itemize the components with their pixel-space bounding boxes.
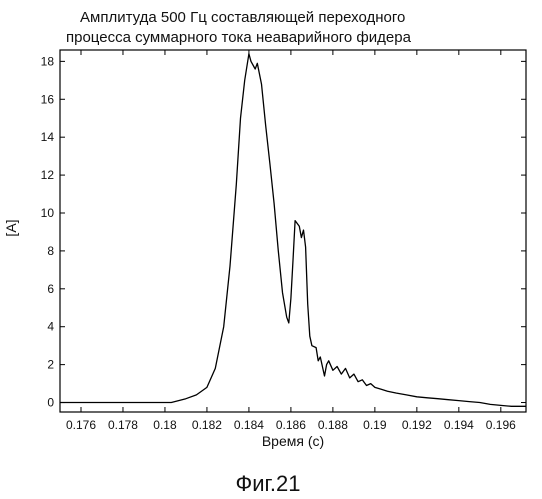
x-tick-label: 0.188: [318, 418, 348, 432]
x-tick-label: 0.196: [486, 418, 516, 432]
x-tick-label: 0.178: [108, 418, 138, 432]
y-tick-label: 0: [47, 396, 54, 410]
y-axis-label: [A]: [3, 219, 19, 236]
y-tick-label: 14: [41, 130, 55, 144]
chart-title-line-2: процесса суммарного тока неаварийного фи…: [66, 29, 412, 46]
x-tick-label: 0.194: [444, 418, 474, 432]
y-tick-label: 16: [41, 92, 55, 106]
x-tick-label: 0.186: [276, 418, 306, 432]
x-tick-label: 0.18: [153, 418, 177, 432]
y-tick-label: 18: [41, 54, 55, 68]
x-axis-label: Время (с): [262, 433, 324, 449]
x-tick-label: 0.184: [234, 418, 264, 432]
y-tick-label: 8: [47, 244, 54, 258]
x-tick-label: 0.19: [363, 418, 387, 432]
series-line: [60, 54, 526, 407]
figure-caption: Фиг.21: [236, 471, 301, 496]
y-axis-ticks: 0 2 4 6 8 10 12 14 16 18: [41, 54, 526, 409]
chart-title-line-1: Амплитуда 500 Гц составляющей переходног…: [80, 9, 405, 26]
x-tick-label: 0.192: [402, 418, 432, 432]
y-tick-label: 2: [47, 358, 54, 372]
plot-area-frame: [60, 50, 526, 412]
x-tick-label: 0.182: [192, 418, 222, 432]
y-tick-label: 6: [47, 282, 54, 296]
y-tick-label: 12: [41, 168, 55, 182]
x-axis-ticks: 0.176 0.178 0.18 0.182 0.184 0.186 0.188 0.19 0.…: [66, 50, 516, 432]
y-tick-label: 4: [47, 320, 54, 334]
y-tick-label: 10: [41, 206, 55, 220]
series-layer: [60, 54, 526, 407]
x-tick-label: 0.176: [66, 418, 96, 432]
